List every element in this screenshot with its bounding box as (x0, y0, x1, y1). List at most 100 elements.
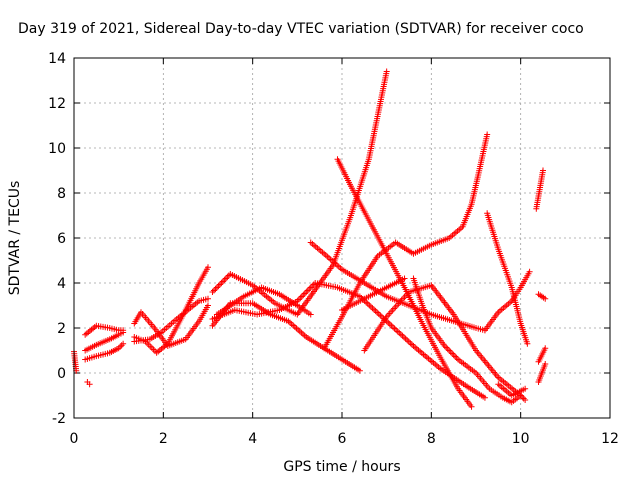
series-s11 (209, 280, 488, 401)
data-point (542, 295, 549, 302)
data-point (408, 341, 415, 348)
data-point (369, 305, 376, 312)
data-point (205, 295, 211, 302)
data-point (526, 268, 533, 275)
plot-frame (73, 57, 611, 419)
series-s19 (481, 268, 533, 334)
data-point (484, 131, 491, 138)
series-s15 (334, 156, 475, 410)
x-tick-label: 8 (427, 431, 436, 447)
data-point (216, 281, 223, 288)
chart-title: Day 319 of 2021, Sidereal Day-to-day VTE… (18, 21, 584, 37)
data-point (298, 293, 305, 300)
y-tick-label: -2 (52, 411, 66, 427)
series-s18 (410, 275, 524, 406)
x-tick-label: 10 (512, 431, 530, 447)
data-point (517, 392, 524, 399)
data-point (213, 284, 220, 291)
data-point (397, 331, 404, 338)
data-point (300, 292, 307, 298)
series-s12 (213, 284, 314, 318)
data-point (399, 332, 406, 339)
series-s3 (82, 340, 127, 363)
data-point (542, 345, 549, 352)
data-point (366, 302, 373, 309)
x-tick-label: 4 (248, 431, 257, 447)
data-point (389, 324, 396, 331)
data-point (542, 361, 549, 367)
data-point (402, 335, 409, 342)
y-tick-label: 4 (57, 276, 66, 292)
data-point (307, 311, 314, 318)
y-tick-label: 10 (48, 141, 66, 157)
data-point (407, 340, 414, 347)
data-point (222, 275, 229, 282)
data-point (301, 290, 308, 297)
y-tick-label: 2 (57, 321, 66, 337)
series-s24 (535, 345, 549, 365)
data-point (303, 289, 310, 295)
data-point (221, 277, 228, 283)
series-s22 (533, 167, 546, 212)
data-point (446, 347, 453, 354)
data-point (444, 346, 451, 352)
data-point (205, 302, 211, 309)
data-point (524, 340, 531, 347)
series-s2 (82, 329, 127, 354)
y-tick-label: 0 (57, 366, 66, 382)
data-point (212, 286, 219, 292)
data-point (356, 367, 363, 374)
series-s1 (82, 322, 127, 338)
data-point (205, 264, 211, 271)
data-point (468, 403, 475, 410)
x-tick-label: 0 (70, 431, 79, 447)
data-point (364, 300, 371, 307)
x-axis-label: GPS time / hours (283, 459, 400, 475)
data-point (386, 321, 393, 328)
data-point (481, 394, 488, 401)
series-s4 (71, 348, 80, 374)
x-tick-label: 2 (159, 431, 168, 447)
data-point (447, 349, 454, 355)
data-point (452, 353, 459, 360)
data-point (297, 295, 304, 301)
series-s16 (339, 275, 408, 313)
y-axis-label: SDTVAR / TECUs (7, 181, 23, 296)
data-point (374, 309, 381, 316)
y-tick-label: 12 (48, 96, 66, 112)
data-point (209, 289, 216, 295)
series-s25 (535, 361, 549, 385)
data-point (522, 397, 529, 403)
data-point (304, 287, 311, 294)
data-point (120, 329, 127, 336)
data-points (71, 68, 549, 410)
data-point (377, 312, 384, 319)
data-point (404, 337, 411, 344)
data-point (401, 334, 408, 341)
y-tick-label: 6 (57, 231, 66, 247)
x-tick-label: 6 (338, 431, 347, 447)
series-s8 (131, 295, 211, 345)
data-point (215, 283, 222, 289)
data-point (396, 329, 403, 336)
data-point (210, 287, 217, 294)
data-point (401, 275, 408, 282)
data-point (449, 350, 456, 357)
data-point (394, 328, 401, 335)
data-point (219, 278, 226, 285)
data-point (372, 308, 379, 315)
y-tick-label: 14 (48, 51, 66, 67)
data-point (120, 340, 127, 347)
data-point (371, 306, 378, 313)
data-point (375, 310, 382, 317)
series-s5 (84, 379, 93, 388)
data-point (522, 385, 529, 392)
y-tick-label: 8 (57, 186, 66, 202)
series-s7 (131, 264, 211, 356)
data-point (405, 338, 412, 345)
data-point (218, 280, 225, 286)
data-point (86, 381, 93, 388)
data-point (540, 167, 546, 174)
